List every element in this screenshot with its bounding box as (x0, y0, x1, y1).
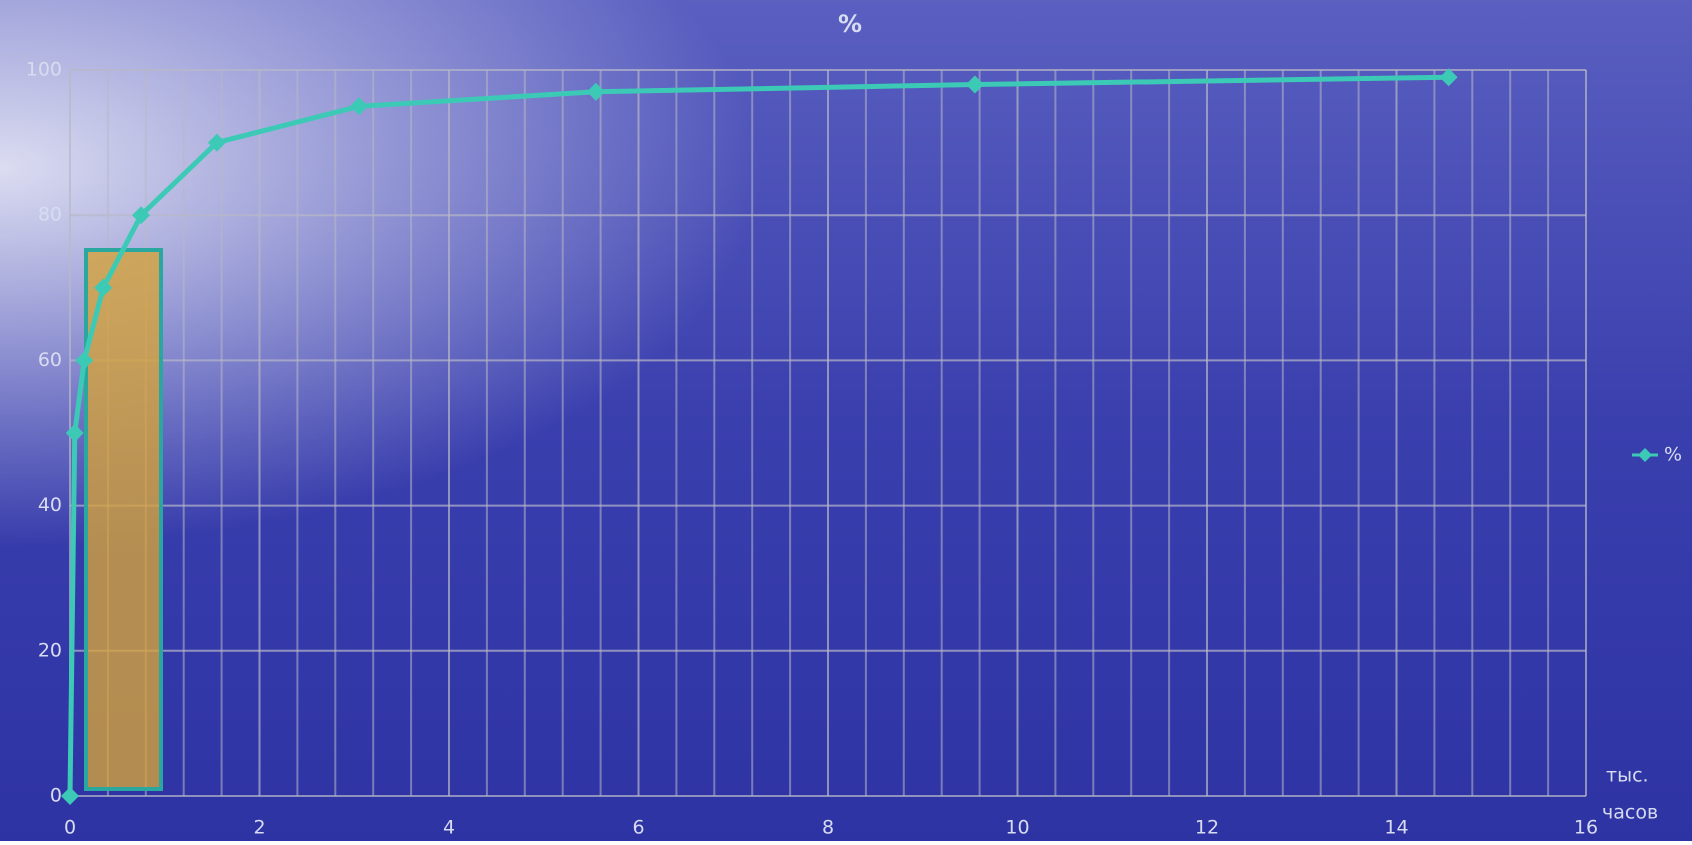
data-point (349, 97, 368, 116)
y-tick-label: 0 (50, 785, 62, 807)
data-point (586, 82, 605, 101)
x-tick-label: 4 (443, 817, 455, 839)
y-tick-label: 40 (38, 494, 62, 516)
chart-title: % (838, 10, 862, 38)
data-point (75, 351, 94, 370)
grid (69, 69, 1587, 797)
y-tick-label: 20 (38, 639, 62, 661)
data-line (67, 74, 1449, 797)
y-tick-label: 100 (26, 59, 62, 81)
highlight-region (84, 248, 163, 791)
data-point (94, 278, 113, 297)
data-point (65, 424, 84, 442)
x-tick-label: 16 (1574, 817, 1598, 839)
x-tick-label: 12 (1195, 817, 1219, 839)
y-tick-label: 80 (38, 204, 62, 226)
x-tick-label: 8 (822, 817, 834, 839)
x-tick-label: 0 (64, 817, 76, 839)
data-point (61, 787, 79, 805)
x-tick-label: 6 (632, 817, 644, 839)
x-tick-label: 10 (1005, 817, 1029, 839)
y-tick-label: 60 (38, 349, 62, 371)
legend-label: % (1664, 444, 1682, 466)
legend-marker (1638, 448, 1652, 462)
x-tick-label: 2 (253, 817, 265, 839)
data-point (207, 133, 226, 152)
x-tick-label: 14 (1384, 817, 1408, 839)
x-axis-label: тыс. (1606, 765, 1649, 787)
data-point (965, 75, 984, 94)
data-point (132, 206, 151, 225)
x-axis-label: часов (1602, 802, 1658, 824)
data-point (1439, 68, 1458, 87)
